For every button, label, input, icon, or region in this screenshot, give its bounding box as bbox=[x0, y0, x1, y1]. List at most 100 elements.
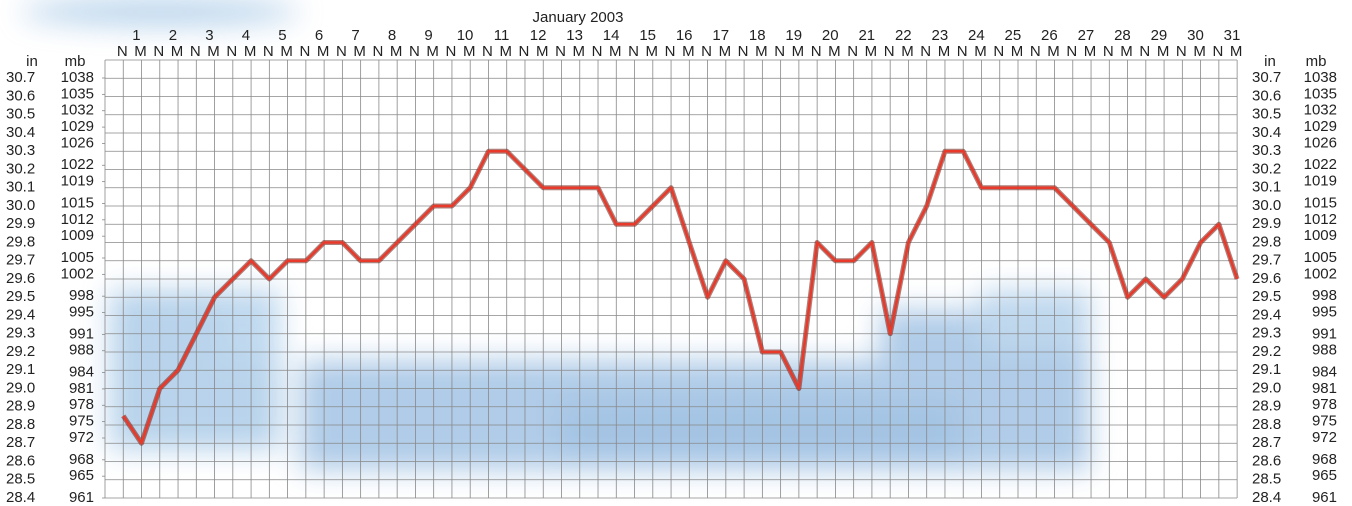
x-tick-label: M bbox=[390, 43, 403, 60]
y2-tick-label: 988 bbox=[69, 342, 94, 359]
day-label: 18 bbox=[749, 27, 766, 44]
day-label: 26 bbox=[1041, 27, 1058, 44]
day-label: 10 bbox=[457, 27, 474, 44]
day-label: 30 bbox=[1187, 27, 1204, 44]
y-tick-label: 30.4 bbox=[6, 124, 35, 141]
y2-tick-label: 991 bbox=[69, 325, 94, 342]
y2-tick-label: 1026 bbox=[1304, 134, 1337, 151]
y2-tick-label: 975 bbox=[69, 413, 94, 430]
y-tick-label: 28.5 bbox=[6, 471, 35, 488]
y-tick-label: 29.0 bbox=[1252, 379, 1281, 396]
x-tick-label: N bbox=[336, 43, 347, 60]
x-tick-label: N bbox=[1066, 43, 1077, 60]
y2-tick-label: 975 bbox=[1312, 413, 1337, 430]
day-label: 21 bbox=[858, 27, 875, 44]
day-label: 17 bbox=[712, 27, 729, 44]
y-tick-label: 30.1 bbox=[6, 179, 35, 196]
y-tick-label: 29.6 bbox=[6, 270, 35, 287]
y-tick-label: 28.7 bbox=[1252, 434, 1281, 451]
y-tick-label: 29.0 bbox=[6, 379, 35, 396]
y2-tick-label: 1032 bbox=[61, 102, 94, 119]
day-label: 13 bbox=[566, 27, 583, 44]
y2-tick-label: 968 bbox=[69, 451, 94, 468]
y-tick-label: 29.3 bbox=[1252, 325, 1281, 342]
y2-tick-label: 978 bbox=[1312, 396, 1337, 413]
day-label: 19 bbox=[785, 27, 802, 44]
y2-tick-label: 1032 bbox=[1304, 102, 1337, 119]
y2-tick-label: 1038 bbox=[61, 69, 94, 86]
y-tick-label: 30.1 bbox=[1252, 179, 1281, 196]
y2-tick-label: 1015 bbox=[1304, 194, 1337, 211]
x-tick-label: N bbox=[847, 43, 858, 60]
x-tick-label: N bbox=[884, 43, 895, 60]
day-label: 11 bbox=[494, 27, 510, 44]
x-tick-label: M bbox=[1011, 43, 1024, 60]
y2-tick-label: 984 bbox=[1312, 364, 1337, 381]
x-tick-label: M bbox=[207, 43, 220, 60]
y2-tick-label: 972 bbox=[69, 429, 94, 446]
watercolor-background bbox=[20, 0, 1090, 470]
y-tick-label: 30.6 bbox=[6, 87, 35, 104]
y2-tick-label: 991 bbox=[1312, 325, 1337, 342]
y-tick-label: 30.0 bbox=[6, 197, 35, 214]
y-tick-label: 29.6 bbox=[1252, 270, 1281, 287]
x-tick-label: M bbox=[682, 43, 695, 60]
x-tick-label: N bbox=[117, 43, 128, 60]
y2-tick-label: 1009 bbox=[61, 227, 94, 244]
day-label: 22 bbox=[895, 27, 912, 44]
x-tick-label: M bbox=[1157, 43, 1170, 60]
y2-tick-label: 968 bbox=[1312, 451, 1337, 468]
y2-tick-label: 1038 bbox=[1304, 69, 1337, 86]
y2-tick-label: 995 bbox=[69, 304, 94, 321]
x-tick-label: N bbox=[1176, 43, 1187, 60]
y2-tick-label: 965 bbox=[1312, 467, 1337, 484]
day-label: 16 bbox=[676, 27, 693, 44]
y-tick-label: 28.9 bbox=[1252, 398, 1281, 415]
x-tick-label: N bbox=[1103, 43, 1114, 60]
x-tick-label: M bbox=[828, 43, 841, 60]
y2-tick-label: 1019 bbox=[61, 173, 94, 190]
day-label: 27 bbox=[1078, 27, 1095, 44]
x-tick-label: M bbox=[1193, 43, 1206, 60]
x-tick-label: N bbox=[738, 43, 749, 60]
x-tick-label: N bbox=[957, 43, 968, 60]
day-label: 23 bbox=[931, 27, 948, 44]
day-label: 1 bbox=[132, 27, 140, 44]
y2-tick-label: 981 bbox=[69, 380, 94, 397]
y-tick-label: 28.6 bbox=[1252, 452, 1281, 469]
x-tick-label: N bbox=[226, 43, 237, 60]
y-tick-label: 28.8 bbox=[6, 416, 35, 433]
y2-tick-label: 1019 bbox=[1304, 173, 1337, 190]
y2-tick-label: 984 bbox=[69, 364, 94, 381]
y2-tick-label: 1035 bbox=[61, 85, 94, 102]
x-tick-label: N bbox=[372, 43, 383, 60]
x-tick-label: N bbox=[519, 43, 530, 60]
x-tick-label: M bbox=[171, 43, 184, 60]
y-tick-label: 30.5 bbox=[6, 106, 35, 123]
day-label: 15 bbox=[639, 27, 656, 44]
y2-tick-label: 1015 bbox=[61, 194, 94, 211]
y-tick-label: 29.5 bbox=[1252, 288, 1281, 305]
y2-tick-label: 1012 bbox=[61, 211, 94, 228]
y-tick-label: 29.2 bbox=[6, 343, 35, 360]
x-tick-label: N bbox=[1212, 43, 1223, 60]
y2-tick-label: 961 bbox=[69, 489, 94, 506]
y-tick-label: 28.4 bbox=[6, 489, 35, 506]
x-tick-label: M bbox=[938, 43, 951, 60]
day-label: 9 bbox=[424, 27, 432, 44]
x-tick-label: N bbox=[555, 43, 566, 60]
x-tick-label: M bbox=[792, 43, 805, 60]
x-tick-label: M bbox=[134, 43, 147, 60]
x-tick-label: M bbox=[865, 43, 878, 60]
x-tick-label: N bbox=[153, 43, 164, 60]
x-tick-label: N bbox=[774, 43, 785, 60]
x-tick-label: N bbox=[446, 43, 457, 60]
y2-tick-label: 1005 bbox=[61, 249, 94, 266]
y-tick-label: 29.8 bbox=[6, 233, 35, 250]
x-tick-label: M bbox=[280, 43, 293, 60]
day-label: 7 bbox=[351, 27, 359, 44]
x-tick-label: N bbox=[190, 43, 201, 60]
y-tick-label: 29.4 bbox=[1252, 306, 1281, 323]
y-tick-label: 29.4 bbox=[6, 306, 35, 323]
y2-tick-label: 1002 bbox=[1304, 265, 1337, 282]
